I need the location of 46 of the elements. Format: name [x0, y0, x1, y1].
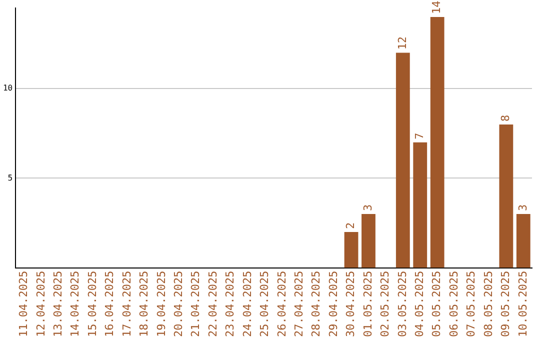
x-tick-label: 23.04.2025	[224, 270, 237, 338]
x-tick-label: 12.04.2025	[34, 270, 48, 338]
x-tick-label: 22.04.2025	[206, 270, 220, 338]
bar	[344, 232, 358, 268]
x-tick-label: 14.04.2025	[68, 270, 82, 338]
x-tick-label: 16.04.2025	[103, 270, 116, 338]
x-tick-label: 21.04.2025	[189, 270, 202, 338]
x-tick-label: 03.05.2025	[396, 270, 409, 338]
x-tick-label: 06.05.2025	[447, 270, 460, 338]
x-tick-label: 05.05.2025	[430, 270, 444, 338]
bar	[430, 16, 444, 268]
x-tick-label: 02.05.2025	[378, 270, 392, 338]
x-tick-label: 13.04.2025	[52, 270, 65, 338]
x-tick-label: 01.05.2025	[361, 270, 374, 338]
x-tick-label: 25.04.2025	[258, 270, 272, 338]
y-tick-label: 5	[8, 173, 13, 182]
data-label: 2	[344, 222, 358, 229]
x-tick-label: 27.04.2025	[292, 270, 306, 338]
x-tick-label: 24.04.2025	[240, 270, 254, 338]
x-tick-label: 15.04.2025	[86, 270, 99, 338]
bar	[413, 142, 428, 268]
bar	[396, 52, 410, 268]
x-tick-label: 17.04.2025	[120, 270, 134, 338]
x-tick-label: 08.05.2025	[482, 270, 495, 338]
data-label: 3	[516, 204, 530, 212]
data-label: 7	[412, 132, 426, 140]
data-label: 8	[499, 114, 512, 122]
x-tick-label: 11.04.2025	[17, 270, 30, 338]
bar	[499, 124, 514, 268]
x-tick-label: 29.04.2025	[326, 270, 340, 338]
data-label: 14	[430, 0, 444, 14]
data-label: 3	[361, 204, 374, 212]
x-tick-label: 07.05.2025	[464, 270, 478, 338]
x-tick-label: 30.04.2025	[344, 270, 358, 338]
x-tick-label: 04.05.2025	[412, 270, 426, 338]
x-tick-label: 10.05.2025	[516, 270, 530, 338]
x-tick-label: 28.04.2025	[310, 270, 323, 338]
bar	[362, 214, 376, 268]
x-tick-label: 20.04.2025	[172, 270, 186, 338]
bar	[516, 214, 530, 268]
x-tick-label: 18.04.2025	[138, 270, 151, 338]
x-tick-label: 26.04.2025	[275, 270, 288, 338]
data-label: 12	[396, 36, 409, 50]
x-tick-label: 19.04.2025	[154, 270, 168, 338]
y-tick-label: 10	[2, 84, 13, 93]
x-tick-label: 09.05.2025	[499, 270, 512, 338]
